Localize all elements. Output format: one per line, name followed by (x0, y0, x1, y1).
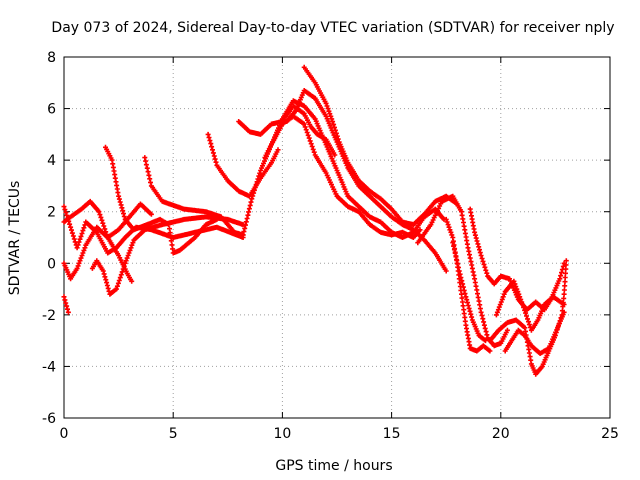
x-tick-label: 5 (169, 426, 178, 442)
series-arc-6 (103, 144, 220, 256)
data-point-markers (493, 278, 567, 333)
x-tick-label: 10 (273, 426, 291, 442)
chart-title: Day 073 of 2024, Sidereal Day-to-day VTE… (51, 20, 614, 36)
plot-frame (63, 56, 611, 419)
series-arc-16 (450, 240, 488, 344)
y-tick-label: -4 (42, 359, 56, 375)
data-point-markers (502, 309, 567, 356)
data-point-markers (61, 201, 154, 282)
y-tick-label: -6 (42, 411, 56, 427)
series-arc-20 (502, 309, 567, 356)
series-arc-3 (61, 294, 71, 315)
data-point-markers (415, 193, 510, 349)
data-series (61, 64, 569, 377)
data-point-markers (301, 64, 460, 228)
x-tick-label: 15 (383, 426, 401, 442)
y-tick-label: 8 (47, 50, 56, 66)
y-axis-label: SDTVAR / TECUs (7, 181, 23, 296)
y-tick-label: -2 (42, 308, 56, 324)
series-arc-18 (493, 278, 567, 333)
series-arc-2 (61, 201, 154, 282)
series-arc-7 (142, 155, 246, 238)
data-point-markers (61, 294, 71, 315)
data-point-markers (142, 155, 246, 238)
series-arc-14 (415, 193, 510, 349)
series-arc-13 (301, 64, 460, 228)
data-point-markers (103, 144, 220, 256)
y-tick-label: 0 (47, 256, 56, 272)
x-tick-label: 25 (601, 426, 619, 442)
y-tick-label: 6 (47, 102, 56, 118)
x-tick-label: 0 (60, 426, 69, 442)
x-axis-label: GPS time / hours (275, 458, 392, 474)
axis-ticks: 0 5 10 15 20 25 -6 -4 -2 0 2 4 6 8 (42, 50, 619, 442)
y-tick-label: 2 (47, 205, 56, 221)
x-tick-label: 20 (492, 426, 510, 442)
y-tick-label: 4 (47, 153, 56, 169)
data-point-markers (450, 240, 488, 344)
